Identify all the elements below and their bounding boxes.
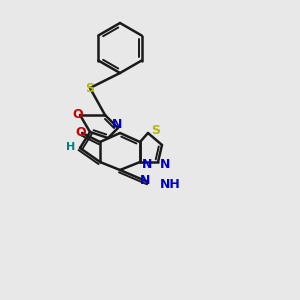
Text: H: H	[66, 142, 76, 152]
Text: N: N	[140, 175, 150, 188]
Text: N: N	[142, 158, 152, 172]
Text: S: S	[152, 124, 160, 136]
Text: O: O	[76, 127, 86, 140]
Text: NH: NH	[160, 178, 181, 190]
Text: N: N	[112, 118, 122, 131]
Text: N: N	[160, 158, 170, 172]
Text: S: S	[85, 82, 94, 94]
Text: O: O	[73, 109, 83, 122]
